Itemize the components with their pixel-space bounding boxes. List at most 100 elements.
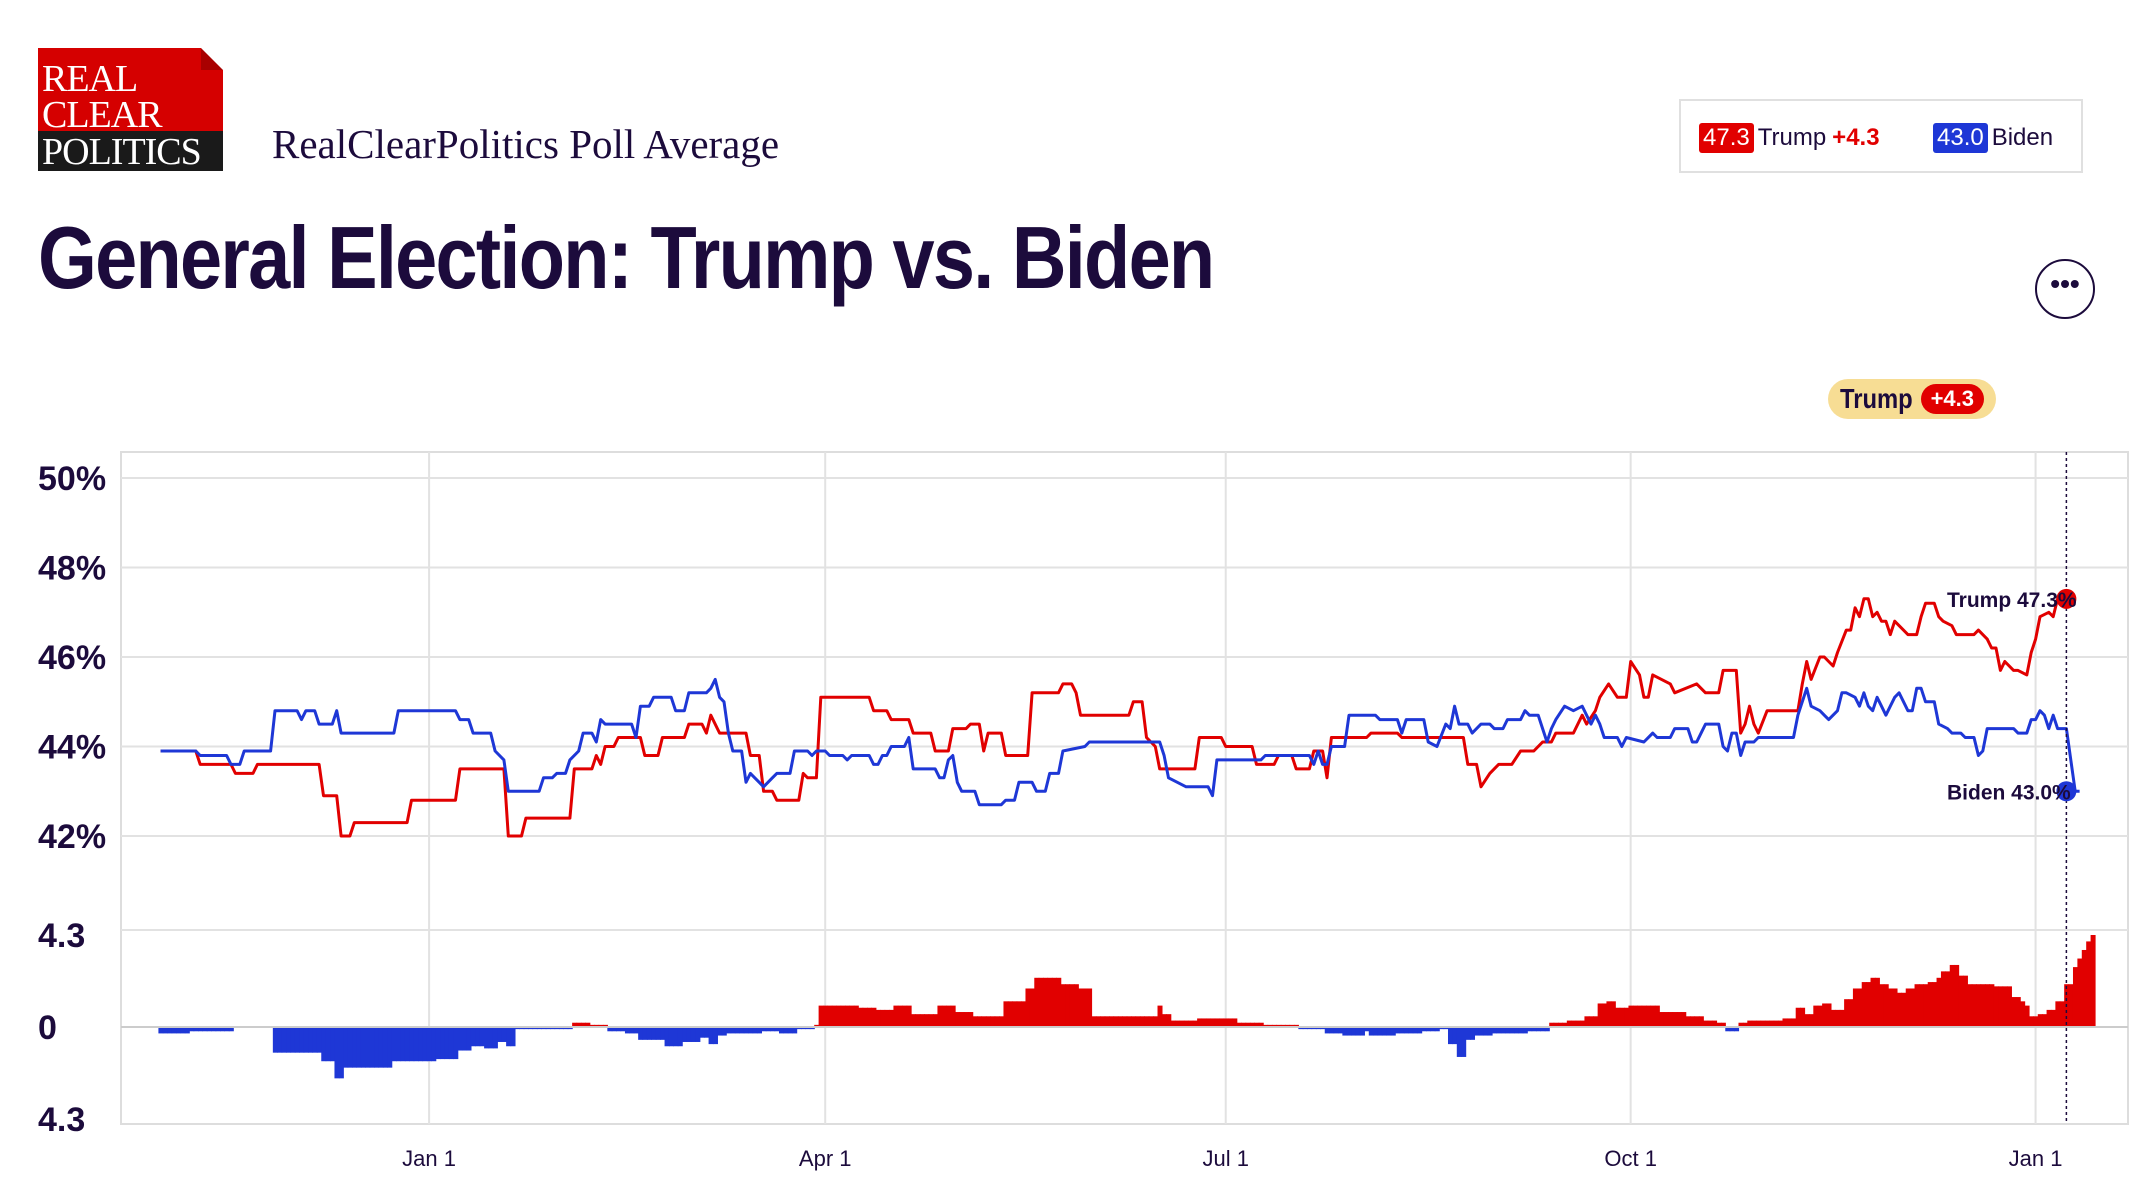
spread-bar — [1879, 984, 1885, 1027]
spread-bar — [792, 1027, 798, 1034]
spread-bar — [1157, 1005, 1163, 1027]
logo-corner-fold — [201, 48, 223, 70]
bar-y-tick-label: 4.3 — [38, 1101, 85, 1139]
spread-bar — [501, 1027, 507, 1042]
spread-bar — [418, 1027, 424, 1062]
spread-bar — [801, 1027, 807, 1030]
spread-bar — [1456, 1027, 1462, 1057]
spread-bar — [1263, 1024, 1269, 1027]
spread-bar — [220, 1027, 226, 1032]
spread-bar — [712, 1027, 718, 1045]
spread-bar — [431, 1027, 437, 1062]
spread-bar — [924, 1014, 930, 1027]
spread-bar — [1126, 1016, 1132, 1027]
spread-bar — [1720, 1022, 1726, 1027]
trump-end-label: Trump 47.3% — [1947, 589, 2077, 612]
spread-bar — [360, 1027, 366, 1068]
spread-bar — [1056, 977, 1062, 1027]
spread-bar — [915, 1014, 921, 1027]
spread-bar — [1430, 1027, 1436, 1032]
y-axis-labels: 42% 44% 46% 48% 50% 4.3 0 4.3 — [38, 460, 106, 1139]
spread-bar — [774, 1027, 780, 1032]
spread-bar — [1505, 1027, 1511, 1034]
spread-bar — [906, 1005, 912, 1027]
spread-bar — [911, 1014, 917, 1027]
spread-bar — [1734, 1027, 1740, 1032]
spread-bar — [457, 1027, 463, 1051]
spread-bar — [2024, 1005, 2030, 1027]
spread-bar — [1558, 1022, 1564, 1027]
spread-bar — [1527, 1027, 1533, 1032]
spread-bar — [554, 1027, 560, 1030]
spread-bar — [1175, 1020, 1181, 1027]
spread-bar — [660, 1027, 666, 1040]
spread-bar — [928, 1014, 934, 1027]
y-tick-label: 46% — [38, 639, 106, 677]
spread-bar — [1478, 1027, 1484, 1036]
legend-trump[interactable]: 47.3 Trump +4.3 — [1699, 123, 1880, 153]
spread-bar — [708, 1027, 714, 1045]
spread-bar — [1751, 1020, 1757, 1027]
spread-bar — [827, 1005, 833, 1027]
spread-bar — [1192, 1020, 1198, 1027]
spread-bar — [400, 1027, 406, 1062]
spread-bar — [664, 1027, 670, 1047]
spread-bar — [1544, 1027, 1550, 1032]
spread-bar — [1258, 1022, 1264, 1027]
spread-bar — [1778, 1020, 1784, 1027]
spread-bar — [1351, 1027, 1357, 1036]
spread-bar — [1214, 1018, 1220, 1027]
spread-bar — [1100, 1016, 1106, 1027]
spread-bar — [1236, 1022, 1242, 1027]
spread-bar — [1553, 1022, 1559, 1027]
spread-bar — [2037, 1014, 2043, 1027]
spread-bars — [158, 935, 2096, 1079]
spread-bar — [1381, 1027, 1387, 1036]
spread-bar — [167, 1027, 173, 1034]
spread-bar — [343, 1027, 349, 1068]
spread-bar — [1892, 988, 1898, 1027]
spread-bar — [1760, 1020, 1766, 1027]
spread-bar — [567, 1027, 573, 1030]
spread-bar — [1254, 1022, 1260, 1027]
spread-bar — [2068, 984, 2074, 1027]
spread-bar — [1373, 1027, 1379, 1036]
spread-bar — [510, 1027, 516, 1047]
spread-bar — [1764, 1020, 1770, 1027]
spread-bar — [202, 1027, 208, 1032]
spread-bar — [506, 1027, 512, 1047]
spread-bar — [1223, 1018, 1229, 1027]
spread-bar — [1025, 988, 1031, 1027]
spread-bar — [743, 1027, 749, 1034]
spread-bar — [1848, 999, 1854, 1027]
spread-bar — [413, 1027, 419, 1062]
spread-bar — [840, 1005, 846, 1027]
spread-bar — [1060, 984, 1066, 1027]
spread-bar — [1844, 999, 1850, 1027]
spread-bar — [171, 1027, 177, 1034]
spread-bar — [1474, 1027, 1480, 1036]
spread-bar — [303, 1027, 309, 1053]
spread-bar — [1566, 1020, 1572, 1027]
spread-bar — [1769, 1020, 1775, 1027]
spread-bar — [1888, 988, 1894, 1027]
legend-biden[interactable]: 43.0 Biden — [1933, 123, 2053, 153]
spread-bar — [867, 1007, 873, 1027]
more-options-button[interactable]: ••• — [2035, 259, 2095, 319]
spread-bar — [1386, 1027, 1392, 1036]
spread-bar — [1188, 1020, 1194, 1027]
rcp-logo[interactable]: REAL CLEAR POLITICS — [38, 48, 223, 171]
spread-bar — [224, 1027, 230, 1032]
spread-bar — [316, 1027, 322, 1053]
spread-bar — [1087, 988, 1093, 1027]
spread-bar — [2046, 1009, 2052, 1027]
spread-bar — [620, 1027, 626, 1032]
spread-bar — [1434, 1027, 1440, 1032]
spread-bar — [189, 1027, 195, 1032]
spread-bar — [677, 1027, 683, 1047]
y-tick-label: 42% — [38, 818, 106, 856]
spread-bar — [1210, 1018, 1216, 1027]
spread-bar — [1782, 1018, 1788, 1027]
spread-bar — [466, 1027, 472, 1051]
spread-bar — [1166, 1014, 1172, 1027]
